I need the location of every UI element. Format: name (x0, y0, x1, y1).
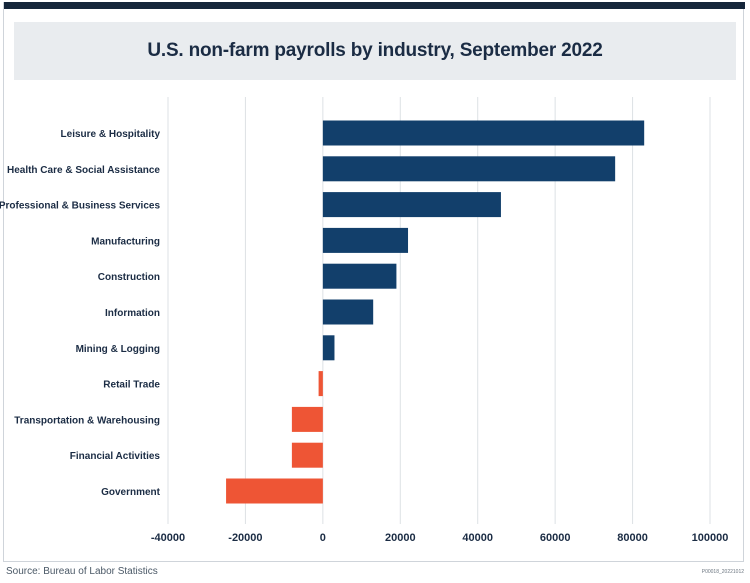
bar (322, 299, 374, 325)
bar (322, 156, 616, 182)
category-label: Information (105, 308, 160, 319)
category-label: Government (101, 487, 161, 498)
bar (322, 227, 409, 253)
bar (318, 371, 323, 397)
chart-title: U.S. non-farm payrolls by industry, Sept… (147, 40, 603, 61)
graphic-code: P00018_20221012 (701, 569, 744, 575)
bar (322, 192, 501, 218)
chart-card: U.S. non-farm payrolls by industry, Sept… (3, 2, 745, 562)
x-tick-label: 100000 (692, 532, 729, 544)
source-note: Source: Bureau of Labor Statistics (6, 566, 158, 577)
bar (226, 478, 323, 504)
x-tick-label: -20000 (228, 532, 262, 544)
category-label: Transportation & Warehousing (14, 415, 160, 426)
x-tick-label: 80000 (617, 532, 648, 544)
category-label: Retail Trade (103, 380, 160, 391)
x-tick-label: 40000 (462, 532, 493, 544)
top-accent-bar (4, 2, 745, 9)
bar (291, 406, 323, 432)
category-label: Manufacturing (91, 236, 160, 247)
bar (291, 442, 323, 468)
category-label: Construction (98, 272, 160, 283)
bar (322, 263, 397, 289)
category-label: Leisure & Hospitality (61, 129, 161, 140)
bar (322, 335, 335, 361)
title-band: U.S. non-farm payrolls by industry, Sept… (14, 22, 736, 80)
category-label: Professional & Business Services (0, 201, 160, 212)
category-label: Health Care & Social Assistance (7, 165, 160, 176)
x-tick-label: -40000 (151, 532, 185, 544)
category-label: Financial Activities (70, 451, 161, 462)
category-label: Mining & Logging (76, 344, 160, 355)
x-tick-label: 60000 (540, 532, 571, 544)
x-tick-label: 20000 (385, 532, 416, 544)
x-tick-label: 0 (320, 532, 326, 544)
bar (322, 120, 645, 146)
